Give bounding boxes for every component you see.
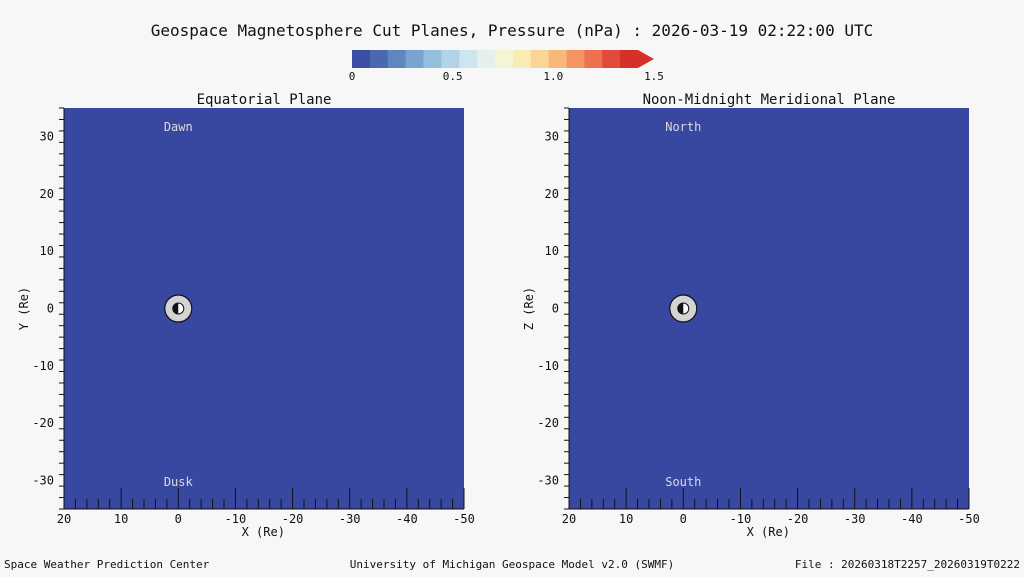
colorbar-swatch — [423, 50, 442, 68]
colorbar: 0 0.5 1.0 1.5 — [349, 50, 664, 83]
x-tick-label: 20 — [57, 512, 71, 526]
y-axis-label: Y (Re) — [17, 287, 31, 330]
footer-right: File : 20260318T2257_20260319T0222 — [795, 558, 1020, 571]
equatorial-plane-panel: Equatorial Plane Dawn Dusk 30 20 10 0 -10 -20 -30… — [17, 92, 475, 539]
x-tick-label: -30 — [339, 512, 361, 526]
colorbar-swatch — [387, 50, 407, 68]
y-tick-label: -20 — [537, 416, 559, 430]
colorbar-swatch — [495, 50, 514, 68]
x-tick-label: -50 — [958, 512, 980, 526]
colorbar-swatch — [405, 50, 424, 68]
x-tick-label: -10 — [225, 512, 247, 526]
colorbar-swatch — [352, 50, 371, 68]
colorbar-swatch — [584, 50, 603, 68]
pressure-field — [569, 108, 969, 509]
colorbar-extend-arrow — [620, 50, 654, 68]
x-tick-label: 10 — [619, 512, 633, 526]
colorbar-swatch — [530, 50, 550, 68]
colorbar-swatch — [441, 50, 460, 68]
colorbar-swatch — [459, 50, 478, 68]
pressure-field — [64, 108, 464, 509]
y-tick-label: 30 — [545, 130, 559, 144]
colorbar-swatch — [602, 50, 621, 68]
y-tick-label: 0 — [552, 302, 559, 316]
colorbar-swatch — [512, 50, 532, 68]
meridional-plane-panel: Noon-Midnight Meridional Plane North South… — [522, 92, 980, 539]
y-tick-label: 10 — [40, 244, 54, 258]
y-tick-label: 20 — [545, 187, 559, 201]
colorbar-tick-label: 0.5 — [443, 70, 463, 83]
y-tick-label: -10 — [537, 359, 559, 373]
colorbar-tick-label: 1.5 — [644, 70, 664, 83]
colorbar-tick-label: 0 — [349, 70, 356, 83]
colorbar-swatch — [477, 50, 496, 68]
y-axis-label: Z (Re) — [522, 287, 536, 330]
footer-left: Space Weather Prediction Center — [4, 558, 210, 571]
bottom-region-label: Dusk — [164, 475, 194, 489]
colorbar-swatch — [548, 50, 567, 68]
earth-night-side — [172, 303, 179, 314]
figure-title: Geospace Magnetosphere Cut Planes, Press… — [151, 21, 873, 40]
y-tick-label: 10 — [545, 244, 559, 258]
top-region-label: Dawn — [164, 120, 193, 134]
top-region-label: North — [665, 120, 701, 134]
colorbar-swatch — [566, 50, 585, 68]
x-tick-label: 0 — [680, 512, 687, 526]
x-tick-label: -40 — [901, 512, 923, 526]
y-tick-label: -30 — [537, 473, 559, 487]
x-tick-label: -20 — [282, 512, 304, 526]
x-tick-label: -20 — [787, 512, 809, 526]
bottom-region-label: South — [665, 475, 701, 489]
y-tick-label: 0 — [47, 302, 54, 316]
x-tick-label: -40 — [396, 512, 418, 526]
x-tick-label: 20 — [562, 512, 576, 526]
y-tick-label: -10 — [32, 359, 54, 373]
x-axis-label: X (Re) — [242, 525, 285, 539]
earth-night-side — [677, 303, 684, 314]
y-tick-label: -30 — [32, 473, 54, 487]
x-tick-label: -50 — [453, 512, 475, 526]
colorbar-swatch — [369, 50, 389, 68]
panel-title: Noon-Midnight Meridional Plane — [643, 92, 896, 108]
colorbar-tick-label: 1.0 — [543, 70, 563, 83]
y-tick-label: 30 — [40, 130, 54, 144]
x-tick-label: -30 — [844, 512, 866, 526]
x-tick-label: -10 — [730, 512, 752, 526]
panel-title: Equatorial Plane — [197, 92, 332, 108]
x-tick-label: 10 — [114, 512, 128, 526]
y-tick-label: -20 — [32, 416, 54, 430]
footer-center: University of Michigan Geospace Model v2… — [350, 558, 675, 571]
x-axis-label: X (Re) — [747, 525, 790, 539]
x-tick-label: 0 — [175, 512, 182, 526]
y-tick-label: 20 — [40, 187, 54, 201]
